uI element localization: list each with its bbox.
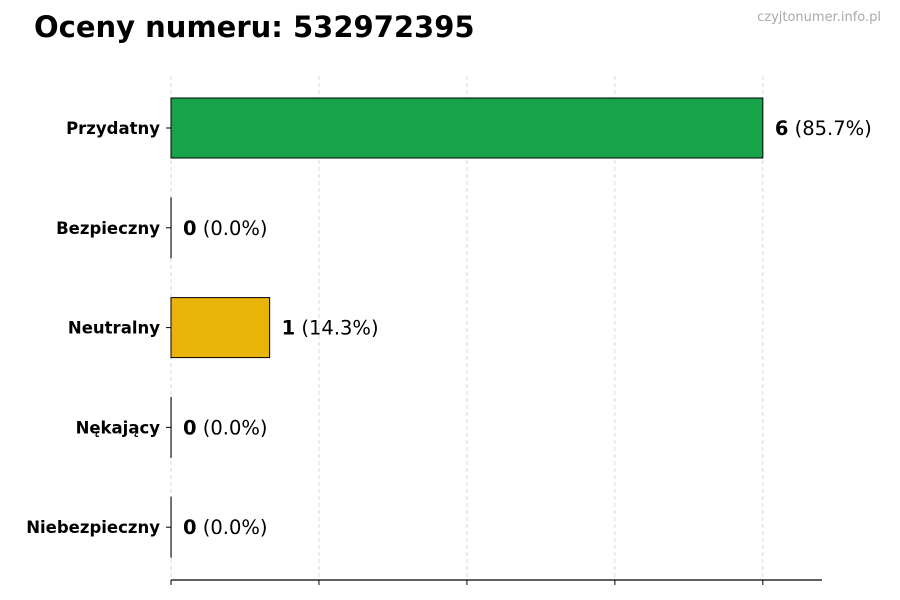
bar — [170, 97, 764, 159]
data-value: 0 — [183, 217, 197, 240]
category-label: Neutralny — [68, 319, 160, 338]
data-label: 0 (0.0%) — [183, 516, 268, 539]
data-value: 0 — [183, 516, 197, 539]
data-value: 6 — [775, 117, 789, 140]
data-label: 6 (85.7%) — [775, 117, 872, 140]
data-label: 0 (0.0%) — [183, 416, 268, 439]
data-percent: (0.0%) — [197, 416, 268, 439]
chart-title: Oceny numeru: 532972395 — [34, 10, 475, 44]
data-percent: (85.7%) — [788, 117, 871, 140]
bar — [170, 297, 271, 359]
category-label: Nękający — [76, 418, 161, 437]
data-percent: (0.0%) — [197, 516, 268, 539]
data-percent: (14.3%) — [295, 317, 378, 340]
data-value: 0 — [183, 416, 197, 439]
watermark: czyjtonumer.info.pl — [757, 10, 881, 25]
category-label: Przydatny — [66, 119, 160, 138]
data-label: 0 (0.0%) — [183, 217, 268, 240]
data-percent: (0.0%) — [197, 217, 268, 240]
category-label: Bezpieczny — [56, 219, 160, 238]
data-label: 1 (14.3%) — [282, 317, 379, 340]
category-label: Niebezpieczny — [26, 518, 160, 537]
data-value: 1 — [282, 317, 296, 340]
